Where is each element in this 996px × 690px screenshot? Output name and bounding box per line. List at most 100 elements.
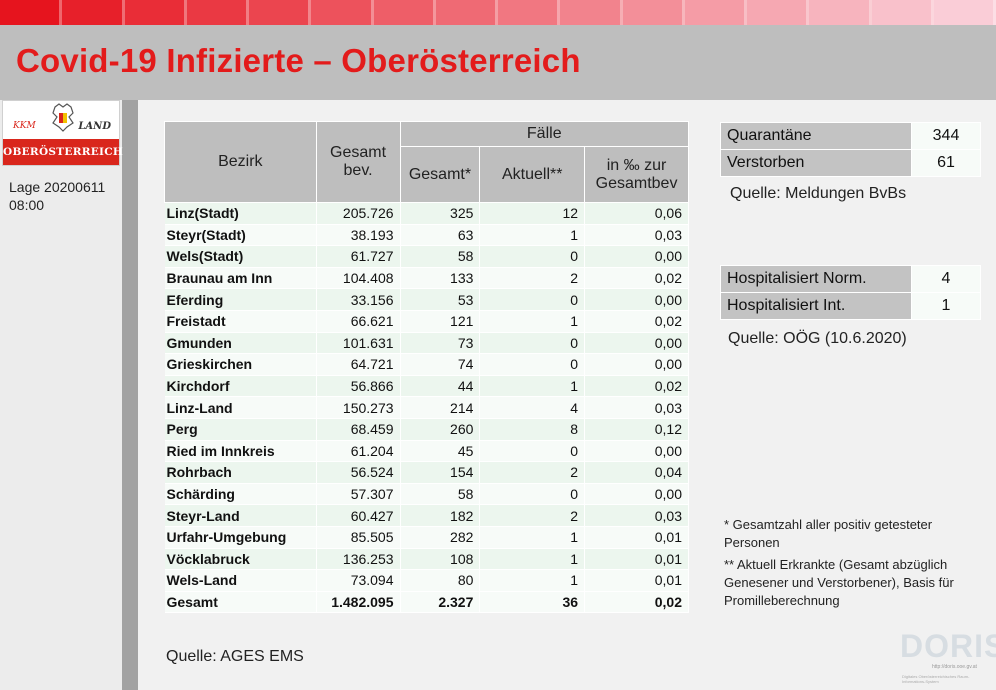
cell-promille: 0,00 — [584, 332, 689, 355]
table-row: Kirchdorf 56.866 44 1 0,02 — [164, 375, 689, 398]
total-cell-bev: 1.482.095 — [316, 591, 401, 614]
cell-bezirk: Gmunden — [164, 332, 317, 355]
cell-aktuell: 0 — [479, 332, 586, 355]
table-row: Verstorben 61 — [720, 149, 981, 177]
gradient-segment — [809, 0, 872, 25]
verstorben-value: 61 — [911, 149, 981, 177]
logo-region-text: OBERÖSTERREICH — [3, 139, 123, 165]
total-cell-aktuell: 36 — [479, 591, 586, 614]
lage-date: Lage 20200611 — [9, 179, 106, 195]
cell-gesamt: 80 — [400, 569, 481, 592]
bezirk-cases-table: Bezirk Gesamt bev. Fälle Gesamt* Aktuell… — [164, 121, 690, 614]
total-cell-bezirk: Gesamt — [164, 591, 317, 614]
cell-promille: 0,00 — [584, 353, 689, 376]
col-header-aktuell: Aktuell** — [479, 146, 586, 203]
land-ooe-logo: KKM LAND OBERÖSTERREICH — [2, 100, 123, 166]
cell-bezirk: Rohrbach — [164, 461, 317, 484]
cell-aktuell: 4 — [479, 396, 586, 419]
cell-promille: 0,12 — [584, 418, 689, 441]
cell-aktuell: 0 — [479, 288, 586, 311]
cell-promille: 0,00 — [584, 288, 689, 311]
table-row: Hospitalisiert Int. 1 — [720, 292, 981, 320]
logo-land-text: LAND — [78, 121, 111, 132]
table-row: Vöcklabruck 136.253 108 1 0,01 — [164, 548, 689, 571]
table-row: Grieskirchen 64.721 74 0 0,00 — [164, 353, 689, 376]
cell-gesamt: 154 — [400, 461, 481, 484]
cell-bezirk: Linz(Stadt) — [164, 202, 317, 225]
cell-gesamt: 121 — [400, 310, 481, 333]
cell-gesamt: 133 — [400, 267, 481, 290]
cell-bev: 57.307 — [316, 483, 401, 506]
gradient-segment — [186, 0, 249, 25]
cell-aktuell: 1 — [479, 548, 586, 571]
table-row: Perg 68.459 260 8 0,12 — [164, 418, 689, 441]
cell-bezirk: Braunau am Inn — [164, 267, 317, 290]
col-header-gesamt: Gesamt* — [399, 146, 481, 203]
cell-bev: 33.156 — [316, 288, 401, 311]
cell-bev: 64.721 — [316, 353, 401, 376]
cell-gesamt: 214 — [400, 396, 481, 419]
cell-aktuell: 1 — [479, 526, 586, 549]
cell-gesamt: 74 — [400, 353, 481, 376]
gradient-segment — [933, 0, 996, 25]
cell-promille: 0,01 — [584, 569, 689, 592]
table-row: Steyr(Stadt) 38.193 63 1 0,03 — [164, 224, 689, 247]
col-header-gesamt-bev: Gesamt bev. — [315, 121, 401, 203]
cell-promille: 0,03 — [584, 224, 689, 247]
cell-bezirk: Schärding — [164, 483, 317, 506]
total-cell-promille: 0,02 — [584, 591, 689, 614]
cell-gesamt: 44 — [400, 375, 481, 398]
table-row: Ried im Innkreis 61.204 45 0 0,00 — [164, 440, 689, 463]
cell-gesamt: 53 — [400, 288, 481, 311]
cell-bev: 61.204 — [316, 440, 401, 463]
cell-bezirk: Grieskirchen — [164, 353, 317, 376]
cell-bezirk: Steyr(Stadt) — [164, 224, 317, 247]
doris-subtitle: Digitales Oberösterreichisches Raum-Info… — [902, 674, 970, 684]
gradient-segment — [124, 0, 187, 25]
table-row: Freistadt 66.621 121 1 0,02 — [164, 310, 689, 333]
cell-bev: 150.273 — [316, 396, 401, 419]
col-header-bezirk: Bezirk — [164, 121, 317, 203]
cell-bev: 61.727 — [316, 245, 401, 268]
cell-bezirk: Freistadt — [164, 310, 317, 333]
cell-promille: 0,06 — [584, 202, 689, 225]
cell-gesamt: 282 — [400, 526, 481, 549]
cell-gesamt: 325 — [400, 202, 481, 225]
cell-promille: 0,02 — [584, 310, 689, 333]
cell-aktuell: 2 — [479, 267, 586, 290]
cell-gesamt: 108 — [400, 548, 481, 571]
table-row: Quarantäne 344 — [720, 122, 981, 150]
cell-aktuell: 1 — [479, 375, 586, 398]
cell-promille: 0,03 — [584, 504, 689, 527]
hosp-int-label: Hospitalisiert Int. — [720, 292, 912, 320]
source-oeg: Quelle: OÖG (10.6.2020) — [728, 330, 907, 347]
doris-logo-text: DORIS — [900, 628, 996, 664]
cell-promille: 0,01 — [584, 548, 689, 571]
hospital-table: Hospitalisiert Norm. 4 Hospitalisiert In… — [720, 265, 981, 320]
table-row: Urfahr-Umgebung 85.505 282 1 0,01 — [164, 526, 689, 549]
gradient-segment — [311, 0, 374, 25]
cell-bev: 104.408 — [316, 267, 401, 290]
cell-bev: 60.427 — [316, 504, 401, 527]
lage-timestamp: Lage 20200611 08:00 — [9, 178, 121, 214]
cell-bezirk: Linz-Land — [164, 396, 317, 419]
doris-url: http://doris.ooe.gv.at — [932, 664, 977, 670]
doris-logo: DORIS http://doris.ooe.gv.at Digitales O… — [896, 628, 996, 686]
cell-promille: 0,02 — [584, 267, 689, 290]
col-group-faelle: Fälle — [399, 121, 690, 147]
source-ages: Quelle: AGES EMS — [166, 648, 304, 665]
gradient-segment — [435, 0, 498, 25]
cell-aktuell: 1 — [479, 569, 586, 592]
cell-promille: 0,03 — [584, 396, 689, 419]
table-row: Hospitalisiert Norm. 4 — [720, 265, 981, 293]
cell-bev: 136.253 — [316, 548, 401, 571]
cell-gesamt: 58 — [400, 483, 481, 506]
cell-promille: 0,00 — [584, 440, 689, 463]
table-row: Linz(Stadt) 205.726 325 12 0,06 — [164, 202, 689, 225]
gradient-segment — [373, 0, 436, 25]
cell-aktuell: 2 — [479, 461, 586, 484]
cell-promille: 0,02 — [584, 375, 689, 398]
cell-promille: 0,04 — [584, 461, 689, 484]
page-title: Covid-19 Infizierte – Oberösterreich — [16, 42, 581, 79]
gradient-segment — [249, 0, 312, 25]
